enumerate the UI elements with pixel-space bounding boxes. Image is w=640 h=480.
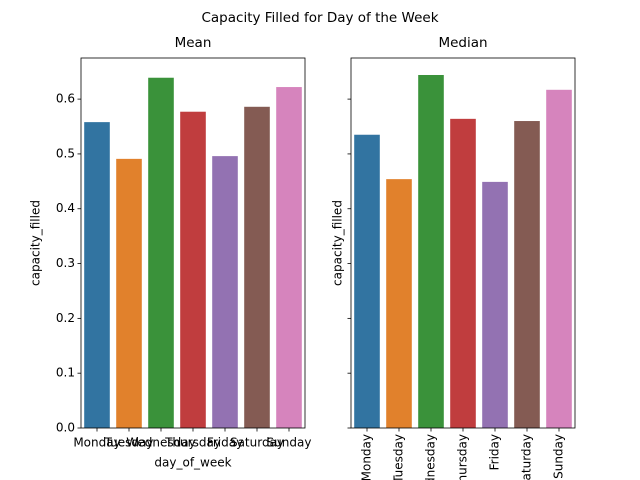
y-axis-label: capacity_filled <box>29 200 43 286</box>
bar <box>244 106 270 428</box>
bar <box>386 179 412 428</box>
subplot-title: Median <box>438 35 487 51</box>
bar <box>450 118 476 428</box>
bar <box>514 121 540 428</box>
x-tick-label: Monday <box>360 434 374 480</box>
x-tick-label: Saturday <box>230 436 284 450</box>
x-tick-label: Wednesday <box>126 436 195 450</box>
bar <box>212 156 238 428</box>
y-tick-label: 0.2 <box>56 311 75 325</box>
x-tick-label: Thursday <box>456 434 470 480</box>
bar <box>180 111 206 429</box>
y-tick-label: 0.6 <box>56 92 75 106</box>
bar <box>546 89 572 428</box>
x-tick-label: Wednesday <box>424 434 438 480</box>
x-tick-label: Thursday <box>164 436 221 450</box>
bar <box>148 77 174 428</box>
y-tick-label: 0.5 <box>56 146 75 160</box>
y-tick-label: 0.4 <box>56 201 75 215</box>
bar <box>482 181 508 428</box>
y-axis-label: capacity_filled <box>331 200 345 286</box>
x-tick-label: Monday <box>73 436 120 450</box>
y-tick-label: 0.3 <box>56 256 75 270</box>
x-tick-label: Tuesday <box>104 436 154 450</box>
bar <box>276 87 302 428</box>
axes-frame <box>350 57 576 429</box>
y-tick-label: 0.0 <box>56 421 75 435</box>
bar <box>418 74 444 429</box>
figure-title: Capacity Filled for Day of the Week <box>201 10 438 26</box>
axes-frame <box>80 57 306 429</box>
x-tick-label: Tuesday <box>392 434 406 480</box>
x-tick-label: Friday <box>488 434 502 470</box>
bar <box>354 134 380 429</box>
x-axis-label: day_of_week <box>154 456 231 470</box>
x-tick-label: Friday <box>207 436 243 450</box>
x-tick-label: Sunday <box>267 436 312 450</box>
x-tick-label: Saturday <box>520 434 534 480</box>
bar <box>116 158 142 428</box>
y-tick-label: 0.1 <box>56 366 75 380</box>
x-tick-label: Sunday <box>552 434 566 479</box>
bar <box>84 122 110 428</box>
subplot-title: Mean <box>175 35 212 51</box>
